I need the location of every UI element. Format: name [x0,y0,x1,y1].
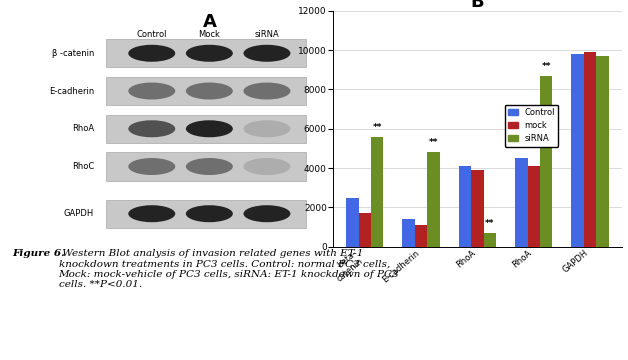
Ellipse shape [128,120,175,137]
Ellipse shape [244,205,290,222]
Bar [403,219,415,247]
Ellipse shape [186,45,233,62]
FancyBboxPatch shape [106,39,306,67]
Text: A: A [202,13,216,31]
Ellipse shape [186,82,233,99]
Text: β -catenin: β -catenin [51,49,94,58]
Bar [359,213,371,247]
Bar [471,170,484,247]
Bar [346,198,359,247]
Bar [515,158,528,247]
Text: **: ** [429,139,438,148]
FancyBboxPatch shape [106,77,306,105]
Ellipse shape [244,45,290,62]
Bar [528,166,540,247]
Ellipse shape [128,82,175,99]
Bar [415,225,427,247]
Text: GAPDH: GAPDH [64,209,94,218]
Bar [584,52,596,247]
FancyBboxPatch shape [106,199,306,228]
FancyBboxPatch shape [106,152,306,181]
Ellipse shape [128,45,175,62]
Bar [596,56,609,247]
Bar [459,166,471,247]
Ellipse shape [244,158,290,175]
Bar [540,76,552,247]
Text: **: ** [485,219,494,228]
Text: **: ** [541,62,551,71]
Text: Figure 6.: Figure 6. [13,249,65,258]
Ellipse shape [244,120,290,137]
Ellipse shape [244,82,290,99]
Legend: Control, mock, siRNA: Control, mock, siRNA [505,105,558,147]
Ellipse shape [186,120,233,137]
Text: Control: Control [136,30,167,39]
Text: Mock: Mock [198,30,220,39]
Text: RhoC: RhoC [72,162,94,171]
Ellipse shape [186,205,233,222]
Bar [571,54,584,247]
Title: B: B [470,0,484,11]
Text: Western Blot analysis of invasion related genes with ET-1
knockdown treatments i: Western Blot analysis of invasion relate… [58,249,399,289]
Text: RhoA: RhoA [72,124,94,133]
Ellipse shape [128,205,175,222]
Bar [484,233,496,247]
Bar [371,137,383,247]
Text: siRNA: siRNA [254,30,279,39]
Bar [427,152,440,247]
Ellipse shape [186,158,233,175]
Text: **: ** [372,123,382,132]
FancyBboxPatch shape [106,114,306,143]
Text: E-cadherin: E-cadherin [49,86,94,95]
Ellipse shape [128,158,175,175]
